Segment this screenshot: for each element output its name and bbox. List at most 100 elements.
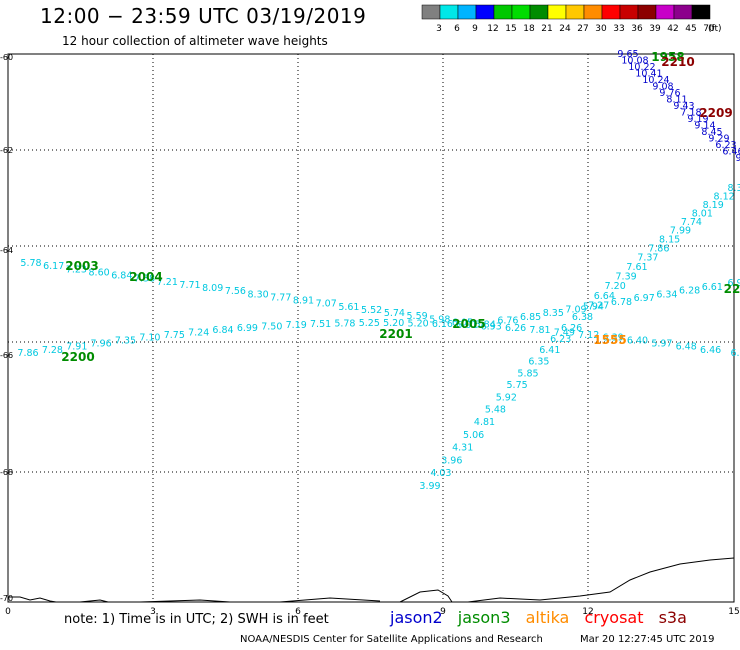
sat-altika: altika [525, 608, 570, 627]
swh-value: 10.41 [635, 69, 662, 80]
swh-value: 7.18 [680, 108, 701, 119]
swh-value: 8.30 [248, 289, 269, 300]
legend-swatch [691, 4, 711, 20]
legend-swatch [619, 4, 639, 20]
sat-s3a: s3a [658, 608, 687, 627]
swh-value: 7.99 [670, 226, 691, 237]
credit-timestamp: Mar 20 12:27:45 UTC 2019 [580, 634, 715, 645]
swh-value: 7.39 [616, 271, 637, 282]
swh-value: 7.23 [66, 264, 87, 275]
swh-value: 4.31 [452, 443, 473, 454]
legend-label: 45 [685, 24, 696, 34]
swh-value: 8.60 [89, 267, 110, 278]
swh-value: 5.78 [20, 258, 41, 269]
swh-value: 5.20 [383, 318, 404, 329]
swh-value: 5.94 [583, 302, 604, 313]
swh-value: 7.19 [286, 320, 307, 331]
legend-label: 21 [541, 24, 552, 34]
swh-value: 6.76 [497, 316, 518, 327]
x-tick-label: 0 [5, 607, 11, 617]
swh-value: 5.25 [359, 318, 380, 329]
page-subtitle: 12 hour collection of altimeter wave hei… [62, 34, 328, 48]
swh-value: 6.46 [700, 345, 721, 356]
coastline [8, 557, 735, 603]
legend-swatch [475, 4, 495, 20]
swh-value: 7.49 [554, 327, 575, 338]
swh-value: 7.20 [605, 281, 626, 292]
x-tick-label: 9 [440, 607, 446, 617]
swh-value: 6.38 [572, 312, 593, 323]
swh-value: 5.06 [463, 430, 484, 441]
x-tick-label: 3 [150, 607, 156, 617]
pass-label: 2201 [379, 327, 412, 341]
swh-value: 8.12 [714, 191, 735, 202]
axis-ticks: 0 3 6 9 12 15 -60 -62 -64 -66 -68 -70 [0, 53, 740, 617]
swh-value: 7.21 [157, 277, 178, 288]
legend-swatch [529, 4, 549, 20]
swh-value: 5.84 [475, 319, 496, 330]
swh-value: 7.50 [261, 322, 282, 333]
swh-value: 9.65 [617, 49, 638, 60]
pass-label: 1958 [651, 50, 684, 64]
legend-label: 15 [505, 24, 516, 34]
x-tick-label: 6 [295, 607, 301, 617]
swh-value: 5.98 [429, 314, 450, 325]
pass-label: 2005 [452, 317, 485, 331]
swh-value: 9.14 [694, 121, 715, 132]
sat-jason2: jason2 [390, 608, 443, 627]
swh-value: 6.40 [627, 335, 648, 346]
legend-swatch [511, 4, 531, 20]
swh-value: 7.75 [164, 330, 185, 341]
swh-value: 10.08 [621, 56, 648, 67]
swh-value: 3.99 [419, 481, 440, 492]
pass-label: 22 [724, 282, 740, 296]
footer-note: note: 1) Time is in UTC; 2) SWH is in fe… [64, 612, 329, 627]
swh-value: 7.10 [139, 333, 160, 344]
y-tick-label: -68 [0, 468, 13, 477]
swh-value: 6.9 [727, 278, 740, 289]
legend-swatch [547, 4, 567, 20]
sat-jason3: jason3 [457, 608, 511, 627]
legend-label: 6 [454, 24, 460, 34]
swh-value: 7.56 [225, 286, 246, 297]
swh-value: 8.3 [727, 183, 740, 194]
legend-unit: (ft) [708, 24, 722, 34]
swh-value: 6.28 [679, 286, 700, 297]
swh-value: 7.07 [316, 299, 337, 310]
legend-swatch [583, 4, 603, 20]
swh-value: 6.26 [561, 323, 582, 334]
swh-value: 8.35 [543, 308, 564, 319]
swh-value: 5.59 [407, 311, 428, 322]
legend-swatch [601, 4, 621, 20]
swh-value: 8.01 [692, 208, 713, 219]
swh-value: 8.19 [703, 200, 724, 211]
legend-swatch [655, 4, 675, 20]
swh-value: 4.03 [430, 468, 451, 479]
legend-label: 18 [523, 24, 535, 34]
swh-value: 6.64 [594, 291, 615, 302]
swh-value: 6.78 [611, 297, 632, 308]
swh-value: 7.28 [42, 345, 63, 356]
swh-value: 7.91 [66, 342, 87, 353]
swh-value: 6.39 [603, 333, 624, 344]
swh-value: 6.84 [212, 325, 233, 336]
swh-value: 9.29 [708, 134, 729, 145]
swh-value: 9.19 [687, 114, 708, 125]
grid-lines [8, 54, 734, 602]
swh-value: 6.35 [528, 357, 549, 368]
swh-value: 10.22 [628, 62, 655, 73]
swh-value: 5.61 [338, 302, 359, 313]
swh-value: 6.97 [634, 293, 655, 304]
legend-swatch [439, 4, 459, 20]
swh-value: 7.96 [91, 338, 112, 349]
page-title: 12:00 − 23:59 UTC 03/19/2019 [40, 4, 367, 28]
swh-value: 7.37 [637, 253, 658, 264]
swh-value: 6.16 [432, 319, 453, 330]
swh-value: 6.01 [456, 320, 477, 331]
swh-value: 6. [730, 348, 739, 359]
swh-value: 9.76 [659, 88, 680, 99]
swh-value: 7.35 [115, 335, 136, 346]
legend-swatch [457, 4, 477, 20]
swh-value: 6.48 [676, 342, 697, 353]
x-tick-label: 15 [728, 607, 739, 617]
